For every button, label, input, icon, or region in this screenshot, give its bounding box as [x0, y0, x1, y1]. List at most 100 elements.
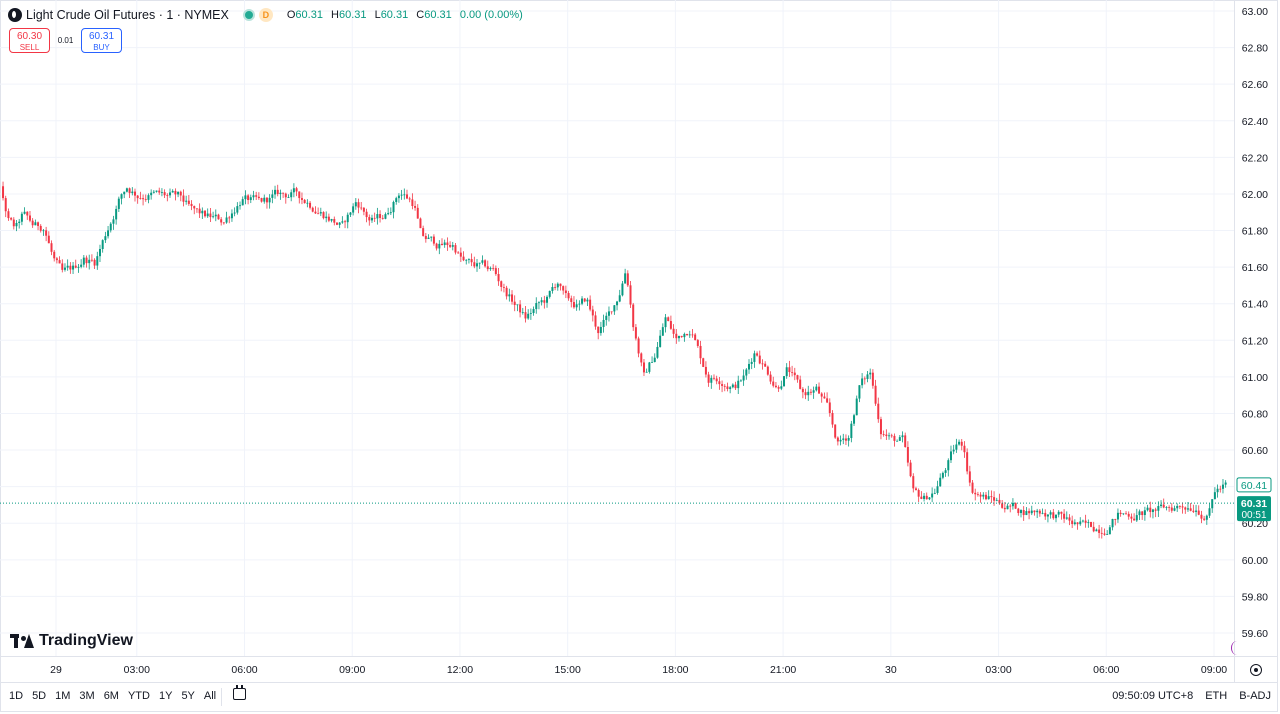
candle-body — [1022, 510, 1025, 516]
candle-body — [20, 213, 23, 222]
candle-body — [726, 386, 729, 389]
candle-body — [1033, 510, 1036, 513]
delayed-data-badge[interactable]: D — [258, 8, 273, 22]
candle-body — [376, 214, 379, 219]
candle-body — [834, 424, 837, 438]
candle-body — [198, 208, 201, 214]
candle-body — [346, 214, 349, 223]
candle-body — [101, 240, 104, 250]
range-1y-button[interactable]: 1Y — [158, 690, 173, 702]
sell-button[interactable]: 60.30 SELL — [9, 28, 50, 53]
candle-body — [492, 267, 495, 269]
candle-body — [634, 327, 637, 339]
candle-body — [1189, 508, 1192, 511]
candle-body — [309, 202, 312, 208]
candle-body — [1060, 511, 1063, 514]
candle-body — [734, 384, 737, 389]
candle-body — [1052, 512, 1055, 519]
candle-body — [457, 252, 460, 254]
candle-body — [1186, 508, 1189, 510]
time-axis[interactable]: 29 03:00 06:00 09:00 12:00 15:00 18:00 21:00 30 0… — [50, 664, 1227, 676]
session-toggle[interactable]: ETH — [1205, 690, 1228, 702]
candle-body — [1017, 508, 1020, 514]
range-5d-button[interactable]: 5D — [32, 690, 47, 702]
candle-body — [476, 263, 479, 267]
candle-body — [368, 217, 371, 221]
candle-body — [1092, 526, 1095, 532]
candle-body — [877, 403, 880, 420]
candle-body — [408, 198, 411, 200]
candle-body — [513, 301, 516, 306]
clock-time[interactable]: 09:50:09 UTC+8 — [1112, 690, 1194, 702]
y-tick-label: 62.40 — [1242, 116, 1268, 128]
candle-body — [974, 492, 977, 495]
range-5y-button[interactable]: 5Y — [181, 690, 195, 702]
candle-body — [591, 309, 594, 316]
candle-body — [55, 258, 58, 261]
candle-body — [459, 252, 462, 257]
range-selector: 1D 5D 1M 3M 6M YTD 1Y 5Y All — [9, 690, 225, 702]
range-1m-button[interactable]: 1M — [55, 690, 71, 702]
candle-body — [844, 438, 847, 441]
candle-body — [621, 283, 624, 296]
candle-body — [1122, 513, 1125, 515]
candle-body — [540, 300, 543, 303]
candle-body — [311, 207, 314, 212]
candle-body — [395, 198, 398, 202]
candle-body — [357, 202, 360, 208]
candle-body — [683, 333, 686, 338]
tradingview-logo[interactable]: TradingView — [10, 632, 133, 650]
candle-body — [624, 273, 627, 284]
candle-body — [370, 217, 373, 221]
candle-body — [389, 212, 392, 214]
buy-button[interactable]: 60.31 BUY — [81, 28, 122, 53]
adjustment-toggle[interactable]: B-ADJ — [1239, 690, 1271, 702]
candle-body — [7, 211, 10, 219]
candle-body — [680, 335, 683, 338]
high-label: H — [331, 9, 339, 21]
range-1d-button[interactable]: 1D — [9, 690, 24, 702]
low-label: L — [374, 9, 381, 21]
candle-body — [360, 207, 363, 209]
y-tick-label: 61.40 — [1242, 299, 1268, 311]
candle-body — [820, 393, 823, 397]
range-3m-button[interactable]: 3M — [79, 690, 95, 702]
price-axis[interactable]: 63.00 62.80 62.60 62.40 62.20 62.00 61.80 61.60… — [1242, 6, 1268, 640]
bar-countdown-text: 00:51 — [1241, 510, 1266, 521]
candle-body — [836, 437, 839, 442]
candle-body — [524, 312, 527, 319]
candle-body — [152, 191, 155, 193]
go-to-date-calendar-icon[interactable] — [233, 685, 246, 700]
candle-body — [1162, 504, 1165, 508]
candle-body — [737, 380, 740, 389]
candle-body — [583, 298, 586, 302]
range-ytd-button[interactable]: YTD — [127, 690, 150, 702]
ohlc-values: O60.31 H60.31 L60.31 C60.31 0.00 (0.00%) — [287, 9, 523, 21]
candle-body — [519, 304, 522, 313]
candle-body — [268, 197, 271, 203]
candle-body — [82, 257, 85, 265]
candle-body — [379, 214, 382, 218]
candle-body — [427, 237, 430, 240]
candle-body — [160, 192, 163, 193]
settings-gear-icon[interactable] — [1250, 664, 1262, 676]
range-all-button[interactable]: All — [203, 690, 217, 702]
symbol-title[interactable]: Light Crude Oil Futures · 1 · NYMEX — [26, 8, 229, 22]
candle-body — [1076, 522, 1079, 525]
candle-body — [508, 294, 511, 297]
candle-body — [123, 191, 126, 195]
candle-body — [1020, 510, 1022, 514]
candle-body — [66, 265, 69, 268]
candle-body — [731, 384, 734, 388]
candle-body — [1006, 505, 1009, 510]
candle-body — [1173, 508, 1176, 511]
candle-body — [28, 215, 31, 221]
range-6m-button[interactable]: 6M — [103, 690, 119, 702]
candle-body — [575, 304, 578, 308]
candle-body — [381, 217, 384, 219]
market-open-icon — [242, 9, 255, 21]
candle-body — [1014, 502, 1017, 509]
candle-body — [400, 194, 403, 196]
